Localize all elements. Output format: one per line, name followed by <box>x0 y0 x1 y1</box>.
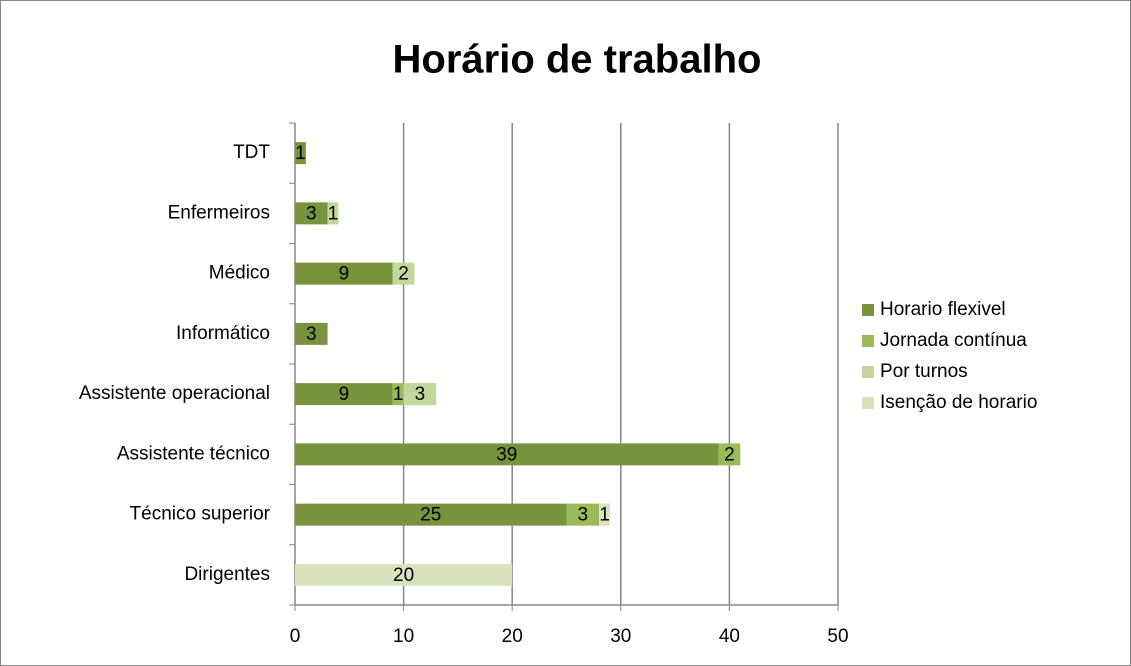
bar-segment <box>403 383 437 406</box>
bar-segment <box>566 503 600 526</box>
y-tick-label: Assistente técnico <box>117 443 270 464</box>
bar-segment <box>718 443 741 466</box>
bar-segment <box>327 202 339 225</box>
legend-label: Jornada contínua <box>880 330 1027 351</box>
x-tick-label: 30 <box>610 626 631 647</box>
x-tick-label: 10 <box>393 626 414 647</box>
value-label: 25 <box>420 505 441 526</box>
bar-segment <box>295 503 567 526</box>
value-label: 20 <box>393 565 414 586</box>
value-label: 1 <box>393 384 404 405</box>
value-label: 3 <box>578 505 589 526</box>
value-label: 3 <box>415 384 426 405</box>
legend-label: Por turnos <box>880 361 968 382</box>
y-tick-label: Dirigentes <box>184 564 270 585</box>
x-tick-label: 50 <box>827 626 848 647</box>
y-tick-label: Enfermeiros <box>168 202 270 223</box>
y-tick-label: Técnico superior <box>130 504 271 525</box>
x-tick-label: 20 <box>502 626 523 647</box>
y-tick-label: TDT <box>233 142 270 163</box>
bar-segment <box>295 563 513 586</box>
legend-swatch <box>862 335 874 347</box>
value-label: 1 <box>328 203 339 224</box>
bar-segment <box>392 383 404 406</box>
bar-segment <box>295 262 393 285</box>
y-tick-label: Assistente operacional <box>79 383 270 404</box>
value-label: 1 <box>599 505 610 526</box>
chart-title: Horário de trabalho <box>393 38 762 82</box>
y-tick-label: Informático <box>176 323 270 344</box>
bar-segment <box>295 383 393 406</box>
value-label: 39 <box>496 444 517 465</box>
bar-segment <box>295 142 306 165</box>
value-label: 3 <box>306 324 317 345</box>
legend-label: Horario flexivel <box>880 299 1006 320</box>
y-tick-label: Médico <box>209 263 270 284</box>
value-label: 9 <box>339 384 350 405</box>
x-tick-label: 40 <box>719 626 740 647</box>
legend-swatch <box>862 366 874 378</box>
legend-swatch <box>862 304 874 316</box>
value-label: 2 <box>724 444 735 465</box>
bar-segment <box>295 443 719 466</box>
bar-segment <box>599 503 610 526</box>
bar-segment <box>295 202 328 225</box>
x-tick-label: 0 <box>290 626 301 647</box>
bar-segment <box>295 322 328 345</box>
value-label: 2 <box>398 264 409 285</box>
value-label: 1 <box>295 143 306 164</box>
legend-label: Isenção de horario <box>880 392 1037 413</box>
bar-segment <box>392 262 415 285</box>
value-label: 3 <box>306 203 317 224</box>
value-label: 9 <box>339 264 350 285</box>
legend-swatch <box>862 397 874 409</box>
